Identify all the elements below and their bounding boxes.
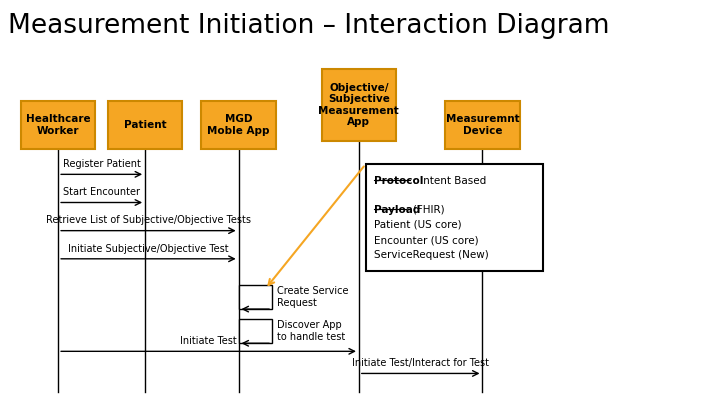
Text: Encounter (US core): Encounter (US core) [374, 235, 478, 245]
Text: Healthcare
Worker: Healthcare Worker [26, 114, 91, 136]
Text: Patient: Patient [124, 120, 166, 130]
Text: Measurement Initiation – Interaction Diagram: Measurement Initiation – Interaction Dia… [8, 13, 610, 39]
Text: Protocol: Protocol [374, 175, 423, 185]
Text: Patient (US core): Patient (US core) [374, 220, 462, 230]
FancyBboxPatch shape [446, 101, 520, 149]
FancyBboxPatch shape [21, 101, 95, 149]
Text: Start Encounter: Start Encounter [63, 187, 140, 197]
Text: Initiate Subjective/Objective Test: Initiate Subjective/Objective Test [68, 243, 229, 254]
Text: Initiate Test: Initiate Test [180, 336, 237, 346]
Bar [238, 319, 272, 343]
FancyBboxPatch shape [202, 101, 276, 149]
FancyBboxPatch shape [322, 68, 396, 141]
Bar [238, 285, 272, 309]
Text: Retrieve List of Subjective/Objective Tests: Retrieve List of Subjective/Objective Te… [46, 215, 251, 226]
Text: Objective/
Subjective
Measurement
App: Objective/ Subjective Measurement App [318, 83, 399, 127]
Text: ServiceRequest (New): ServiceRequest (New) [374, 250, 488, 260]
FancyBboxPatch shape [108, 101, 182, 149]
Text: : (FHIR): : (FHIR) [405, 205, 444, 215]
Text: Discover App
to handle test: Discover App to handle test [277, 320, 346, 342]
Text: Register Patient: Register Patient [63, 159, 140, 169]
Text: Measuremnt
Device: Measuremnt Device [446, 114, 519, 136]
Text: Initiate Test/Interact for Test: Initiate Test/Interact for Test [352, 358, 489, 368]
Text: Create Service
Request: Create Service Request [277, 286, 348, 308]
Text: MGD
Moble App: MGD Moble App [207, 114, 270, 136]
Text: : Intent Based: : Intent Based [410, 175, 487, 185]
Bar [366, 164, 543, 271]
Text: Payload: Payload [374, 205, 420, 215]
